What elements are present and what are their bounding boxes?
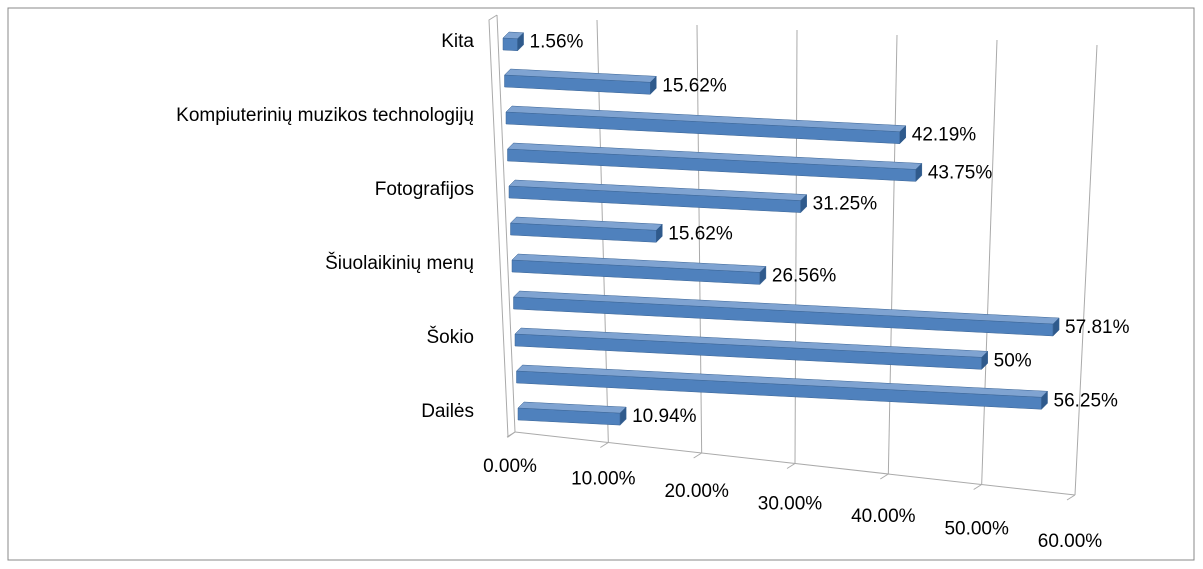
tick-mark [786,463,796,469]
data-label: 31.25% [813,194,878,215]
bar [506,142,923,183]
bar [511,253,767,285]
bar [502,31,525,52]
bar-end [619,406,627,426]
bar-front [502,37,518,51]
tick-mark [973,484,982,490]
data-label: 42.19% [912,125,977,146]
tick-mark [600,442,609,448]
tick-mark [693,452,702,459]
bar-end [656,223,663,243]
data-label: 57.81% [1065,317,1130,338]
bar-end [1041,390,1048,410]
bar-end [800,193,807,214]
data-label: 50% [994,350,1032,371]
grid-line [981,39,998,485]
x-tick-label: 50.00% [944,519,1009,540]
y-tick-label: Kompiuterinių muzikos technologijų [176,105,474,126]
bar-end [517,32,524,52]
tick-mark [1066,494,1076,501]
bar [503,68,657,95]
bar-end [650,75,657,95]
data-label: 15.62% [668,223,733,244]
bar [514,327,989,370]
bar [512,290,1060,337]
data-label: 15.62% [662,75,727,96]
y-tick-label: Dailės [421,401,474,422]
bar [515,364,1049,410]
bar [509,216,663,243]
bar-end [915,162,923,183]
x-tick-label: 40.00% [851,506,916,527]
y-tick-label: Šiuolaikinių menų [325,252,474,274]
bar [505,105,907,145]
grid-line [1074,44,1098,496]
x-tick-label: 10.00% [571,469,636,490]
bar-end [1052,317,1060,337]
tick-mark [880,473,889,480]
data-label: 26.56% [772,265,837,286]
data-label: 1.56% [530,32,584,53]
bar-end [899,125,907,145]
x-tick-label: 0.00% [483,456,537,477]
grid-line [496,14,516,433]
x-tick-label: 30.00% [758,494,823,515]
x-tick-label: 60.00% [1038,531,1103,552]
bar [517,401,627,426]
chart-frame [7,7,1195,561]
bar [508,179,808,214]
x-tick-label: 20.00% [664,481,729,502]
data-label: 56.25% [1054,390,1119,411]
bar-end [759,265,767,285]
data-label: 10.94% [632,406,697,427]
y-tick-label: Fotografijos [375,179,474,200]
y-tick-label: Šokio [426,326,474,348]
y-tick-label: Kita [441,31,474,52]
tick-mark [506,431,516,438]
bar-end [981,350,988,370]
data-label: 43.75% [928,162,993,183]
